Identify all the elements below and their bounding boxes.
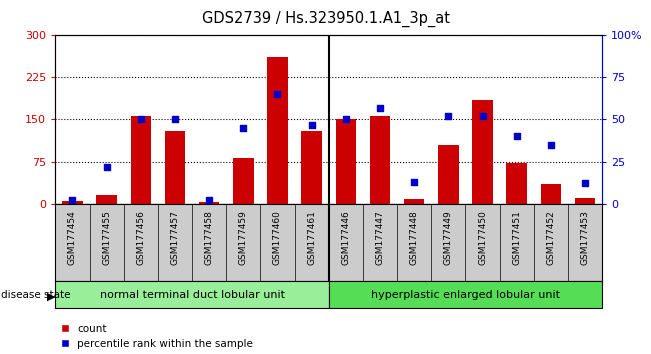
Point <box>204 197 214 203</box>
Text: GSM177453: GSM177453 <box>581 210 590 265</box>
Point <box>102 164 112 169</box>
Bar <box>473 100 493 204</box>
Text: ▶: ▶ <box>47 291 55 302</box>
Point <box>443 113 454 119</box>
Text: GSM177461: GSM177461 <box>307 210 316 265</box>
Text: GSM177458: GSM177458 <box>204 210 214 265</box>
Point <box>307 122 317 127</box>
Point <box>272 91 283 97</box>
Bar <box>540 184 561 204</box>
Bar <box>506 162 527 204</box>
Point <box>580 181 590 186</box>
Bar <box>130 115 151 204</box>
Text: GSM177457: GSM177457 <box>171 210 180 265</box>
Bar <box>575 198 595 204</box>
Bar <box>267 57 288 204</box>
Text: GSM177450: GSM177450 <box>478 210 487 265</box>
Text: GSM177446: GSM177446 <box>341 210 350 264</box>
Bar <box>336 119 356 204</box>
Bar <box>165 131 185 204</box>
Text: GSM177447: GSM177447 <box>376 210 385 264</box>
Point <box>546 142 556 148</box>
Point <box>409 179 419 184</box>
Bar <box>438 145 458 204</box>
Text: GDS2739 / Hs.323950.1.A1_3p_at: GDS2739 / Hs.323950.1.A1_3p_at <box>202 11 449 27</box>
Text: GSM177454: GSM177454 <box>68 210 77 264</box>
Text: GSM177451: GSM177451 <box>512 210 521 265</box>
Text: normal terminal duct lobular unit: normal terminal duct lobular unit <box>100 290 284 300</box>
Point <box>170 116 180 122</box>
Point <box>477 113 488 119</box>
Legend: count, percentile rank within the sample: count, percentile rank within the sample <box>61 324 253 349</box>
Text: GSM177452: GSM177452 <box>546 210 555 264</box>
Point <box>340 116 351 122</box>
Bar <box>55 281 329 308</box>
Bar <box>301 131 322 204</box>
Bar <box>96 195 117 204</box>
Bar <box>370 115 391 204</box>
Text: GSM177459: GSM177459 <box>239 210 248 265</box>
Bar <box>404 199 424 204</box>
Text: hyperplastic enlarged lobular unit: hyperplastic enlarged lobular unit <box>371 290 560 300</box>
Point <box>375 105 385 110</box>
Point <box>135 116 146 122</box>
Point <box>512 133 522 139</box>
Point <box>238 125 249 131</box>
Text: GSM177449: GSM177449 <box>444 210 453 264</box>
Bar <box>199 202 219 204</box>
Text: GSM177460: GSM177460 <box>273 210 282 265</box>
Text: disease state: disease state <box>1 290 71 300</box>
Text: GSM177456: GSM177456 <box>136 210 145 265</box>
Bar <box>233 158 253 204</box>
Bar <box>329 281 602 308</box>
Point <box>67 197 77 203</box>
Text: GSM177455: GSM177455 <box>102 210 111 265</box>
Text: GSM177448: GSM177448 <box>409 210 419 264</box>
Bar <box>62 201 83 204</box>
